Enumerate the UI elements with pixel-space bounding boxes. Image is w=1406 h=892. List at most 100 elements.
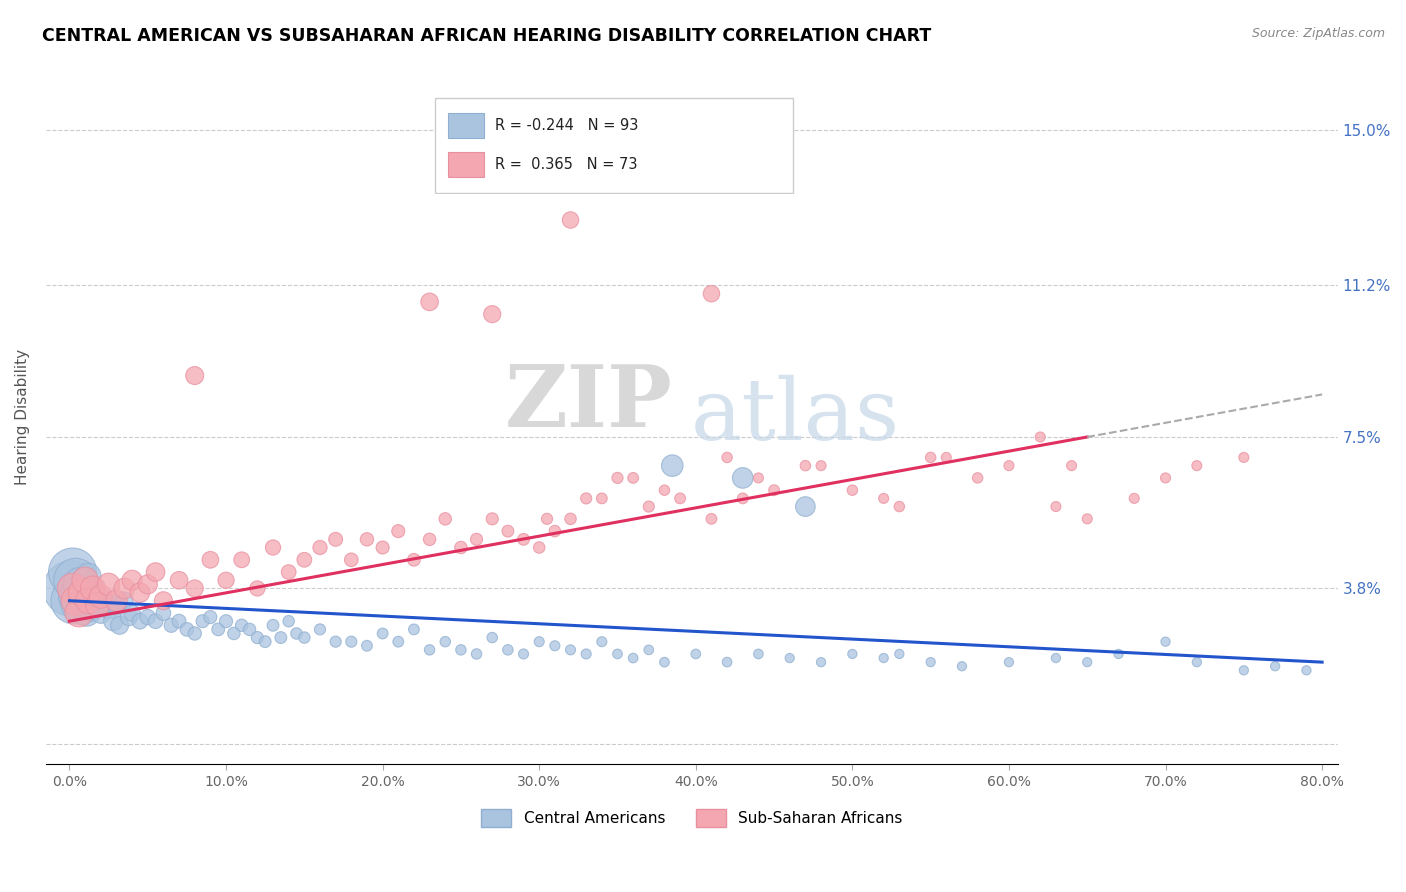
- Point: [129, 614, 152, 628]
- Point: [1154, 471, 1177, 485]
- Point: [544, 639, 567, 653]
- Point: [419, 294, 441, 309]
- Point: [950, 659, 973, 673]
- Point: [763, 483, 786, 498]
- Point: [83, 593, 105, 607]
- Point: [167, 574, 190, 588]
- Point: [93, 593, 115, 607]
- Point: [70, 602, 93, 616]
- Point: [512, 533, 534, 547]
- Point: [167, 614, 190, 628]
- Y-axis label: Hearing Disability: Hearing Disability: [15, 349, 30, 484]
- Point: [731, 491, 754, 506]
- Point: [1045, 500, 1067, 514]
- Point: [465, 647, 488, 661]
- Point: [246, 582, 269, 596]
- Point: [285, 626, 308, 640]
- Point: [80, 602, 103, 616]
- Point: [309, 541, 332, 555]
- Point: [75, 574, 97, 588]
- Point: [183, 626, 205, 640]
- Point: [262, 618, 284, 632]
- Point: [191, 614, 214, 628]
- Point: [65, 574, 87, 588]
- Point: [292, 553, 315, 567]
- Point: [575, 647, 598, 661]
- Point: [496, 643, 519, 657]
- Point: [105, 598, 128, 612]
- Point: [873, 651, 896, 665]
- Point: [207, 623, 229, 637]
- Point: [77, 569, 100, 583]
- Point: [810, 655, 832, 669]
- Point: [654, 483, 676, 498]
- Point: [63, 593, 86, 607]
- Point: [82, 582, 104, 596]
- Point: [450, 643, 472, 657]
- Point: [529, 541, 551, 555]
- Point: [371, 626, 394, 640]
- Point: [1233, 450, 1256, 465]
- Point: [481, 512, 503, 526]
- Point: [544, 524, 567, 538]
- Point: [72, 585, 94, 599]
- Point: [222, 626, 245, 640]
- Point: [97, 602, 120, 616]
- Point: [536, 512, 558, 526]
- Point: [152, 593, 174, 607]
- Point: [920, 655, 942, 669]
- Point: [966, 471, 988, 485]
- Point: [621, 651, 644, 665]
- Point: [481, 307, 503, 321]
- Point: [560, 512, 582, 526]
- Point: [512, 647, 534, 661]
- Point: [67, 598, 90, 612]
- Point: [794, 458, 817, 473]
- Point: [1233, 663, 1256, 677]
- Point: [1029, 430, 1052, 444]
- Point: [254, 634, 277, 648]
- Point: [434, 512, 457, 526]
- Point: [62, 582, 84, 596]
- Point: [270, 631, 292, 645]
- Legend: Central Americans, Sub-Saharan Africans: Central Americans, Sub-Saharan Africans: [475, 803, 908, 833]
- Point: [356, 533, 378, 547]
- Point: [112, 582, 135, 596]
- Point: [731, 471, 754, 485]
- Point: [79, 590, 101, 604]
- Point: [340, 553, 363, 567]
- Point: [637, 500, 659, 514]
- Point: [277, 565, 299, 579]
- Point: [606, 471, 628, 485]
- Point: [591, 634, 613, 648]
- Point: [716, 655, 738, 669]
- Point: [920, 450, 942, 465]
- Text: ZIP: ZIP: [505, 360, 672, 444]
- Point: [129, 585, 152, 599]
- Point: [277, 614, 299, 628]
- Point: [356, 639, 378, 653]
- Point: [450, 541, 472, 555]
- Point: [419, 643, 441, 657]
- Point: [90, 606, 112, 620]
- Point: [105, 593, 128, 607]
- Point: [747, 471, 769, 485]
- Point: [66, 590, 89, 604]
- Point: [685, 647, 707, 661]
- Point: [873, 491, 896, 506]
- Point: [654, 655, 676, 669]
- Text: CENTRAL AMERICAN VS SUBSAHARAN AFRICAN HEARING DISABILITY CORRELATION CHART: CENTRAL AMERICAN VS SUBSAHARAN AFRICAN H…: [42, 27, 931, 45]
- Point: [70, 585, 93, 599]
- Point: [794, 500, 817, 514]
- Point: [103, 614, 125, 628]
- Point: [810, 458, 832, 473]
- Point: [1295, 663, 1317, 677]
- Point: [606, 647, 628, 661]
- Point: [1108, 647, 1130, 661]
- Point: [591, 491, 613, 506]
- Point: [86, 598, 108, 612]
- Point: [1123, 491, 1146, 506]
- Point: [371, 541, 394, 555]
- Point: [747, 647, 769, 661]
- Point: [637, 643, 659, 657]
